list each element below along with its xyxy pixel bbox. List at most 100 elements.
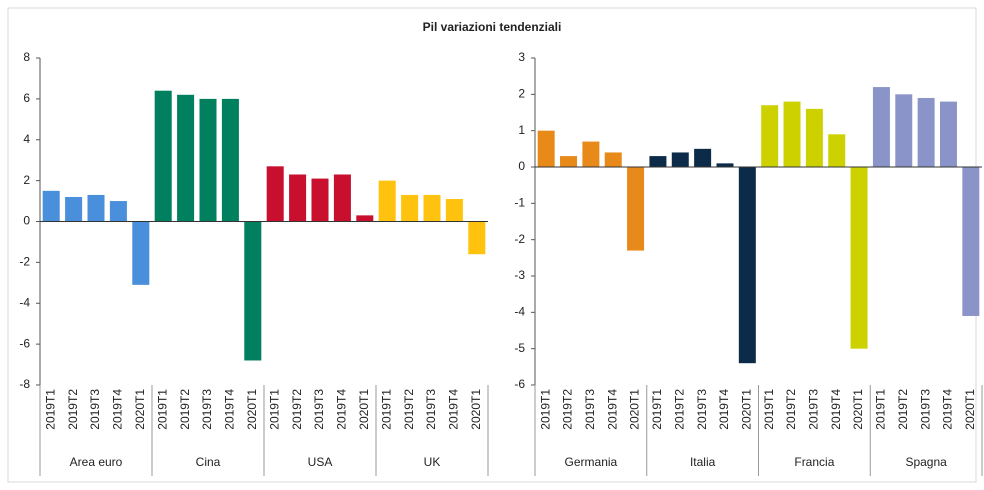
- y-tick-label: -2: [19, 255, 30, 269]
- group-label: UK: [424, 455, 441, 469]
- x-tick-label: 2019T3: [88, 389, 102, 430]
- x-tick-label: 2019T4: [941, 389, 955, 430]
- bar: [445, 199, 463, 222]
- x-tick-label: 2019T3: [918, 389, 932, 430]
- x-tick-label: 2019T1: [538, 389, 552, 430]
- x-tick-label: 2019T4: [447, 389, 461, 430]
- bar: [42, 190, 60, 222]
- group-label: Germania: [565, 455, 618, 469]
- bar: [582, 141, 600, 167]
- bar: [154, 90, 172, 222]
- x-tick-label: 2019T2: [561, 389, 575, 430]
- group-label: Francia: [794, 455, 834, 469]
- x-tick-label: 2019T2: [290, 389, 304, 430]
- x-tick-label: 2019T2: [402, 389, 416, 430]
- x-tick-label: 2020T1: [133, 389, 147, 430]
- bar: [356, 215, 374, 222]
- group-label: Spagna: [905, 455, 947, 469]
- bar: [805, 108, 823, 167]
- y-tick-label: -8: [19, 377, 30, 391]
- bar: [177, 94, 195, 222]
- bar: [694, 148, 712, 167]
- x-tick-label: 2019T1: [762, 389, 776, 430]
- bar: [939, 101, 957, 167]
- bar: [828, 134, 846, 167]
- bar: [244, 221, 262, 361]
- y-tick-label: -1: [514, 196, 525, 210]
- x-tick-label: 2020T1: [245, 389, 259, 430]
- x-tick-label: 2020T1: [628, 389, 642, 430]
- bar: [423, 194, 441, 222]
- x-tick-label: 2019T1: [155, 389, 169, 430]
- bar: [65, 196, 83, 222]
- y-tick-label: -4: [514, 305, 525, 319]
- bar: [761, 105, 779, 167]
- x-tick-label: 2019T3: [424, 389, 438, 430]
- y-tick-label: 8: [23, 50, 30, 64]
- bar: [199, 98, 217, 222]
- y-tick-label: 3: [518, 50, 525, 64]
- bar: [87, 194, 105, 222]
- x-tick-label: 2020T1: [963, 389, 977, 430]
- bar: [872, 87, 890, 167]
- bar: [962, 167, 980, 316]
- x-tick-label: 2019T3: [200, 389, 214, 430]
- y-tick-label: -2: [514, 232, 525, 246]
- x-tick-label: 2019T2: [784, 389, 798, 430]
- x-tick-label: 2019T2: [896, 389, 910, 430]
- group-label: Cina: [196, 455, 221, 469]
- bar: [649, 156, 667, 167]
- bar: [537, 130, 555, 167]
- x-tick-label: 2020T1: [357, 389, 371, 430]
- group-label: Area euro: [70, 455, 123, 469]
- bar: [289, 174, 307, 222]
- x-tick-label: 2019T1: [379, 389, 393, 430]
- x-tick-label: 2019T4: [111, 389, 125, 430]
- x-tick-label: 2019T3: [695, 389, 709, 430]
- bar: [109, 201, 127, 222]
- bar: [716, 163, 734, 167]
- y-tick-label: 6: [23, 91, 30, 105]
- y-tick-label: 0: [518, 159, 525, 173]
- bar: [378, 180, 396, 222]
- bar: [333, 174, 351, 222]
- bar: [895, 94, 913, 167]
- x-tick-label: 2019T1: [267, 389, 281, 430]
- y-tick-label: 4: [23, 132, 30, 146]
- y-tick-label: 2: [23, 173, 30, 187]
- x-tick-label: 2019T3: [583, 389, 597, 430]
- bar: [560, 156, 578, 167]
- bar: [604, 152, 622, 167]
- y-tick-label: -6: [514, 377, 525, 391]
- bar: [132, 221, 150, 285]
- x-tick-label: 2019T2: [672, 389, 686, 430]
- x-tick-label: 2019T4: [717, 389, 731, 430]
- x-tick-label: 2019T1: [43, 389, 57, 430]
- bar: [783, 101, 801, 167]
- bar: [266, 166, 284, 222]
- group-label: USA: [308, 455, 333, 469]
- bar: [311, 178, 329, 222]
- y-tick-label: 0: [23, 214, 30, 228]
- bar: [850, 167, 868, 349]
- x-tick-label: 2019T4: [223, 389, 237, 430]
- x-tick-label: 2019T3: [312, 389, 326, 430]
- y-tick-label: 2: [518, 87, 525, 101]
- x-tick-label: 2019T1: [650, 389, 664, 430]
- x-tick-label: 2019T1: [874, 389, 888, 430]
- bar: [468, 221, 486, 255]
- y-tick-label: -4: [19, 295, 30, 309]
- frame: [7, 7, 977, 483]
- y-tick-label: 1: [518, 123, 525, 137]
- x-tick-label: 2019T4: [335, 389, 349, 430]
- x-tick-label: 2020T1: [851, 389, 865, 430]
- x-tick-label: 2019T3: [807, 389, 821, 430]
- x-tick-label: 2019T4: [605, 389, 619, 430]
- x-tick-label: 2019T2: [66, 389, 80, 430]
- y-tick-label: -5: [514, 341, 525, 355]
- x-tick-label: 2019T4: [829, 389, 843, 430]
- bar: [221, 98, 239, 222]
- y-tick-label: -3: [514, 268, 525, 282]
- chart-title: Pil variazioni tendenziali: [423, 20, 562, 34]
